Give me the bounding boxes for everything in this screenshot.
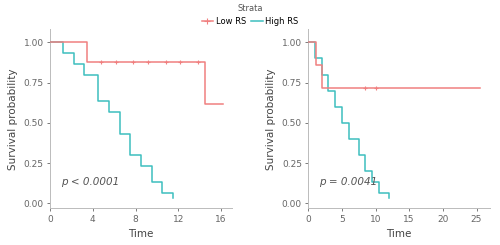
- Y-axis label: Survival probability: Survival probability: [266, 68, 276, 170]
- X-axis label: Time: Time: [386, 229, 412, 239]
- X-axis label: Time: Time: [128, 229, 154, 239]
- Y-axis label: Survival probability: Survival probability: [8, 68, 18, 170]
- Legend: Low RS, High RS: Low RS, High RS: [202, 4, 298, 26]
- Text: p < 0.0001: p < 0.0001: [61, 177, 119, 187]
- Text: p = 0.0041: p = 0.0041: [319, 177, 378, 187]
